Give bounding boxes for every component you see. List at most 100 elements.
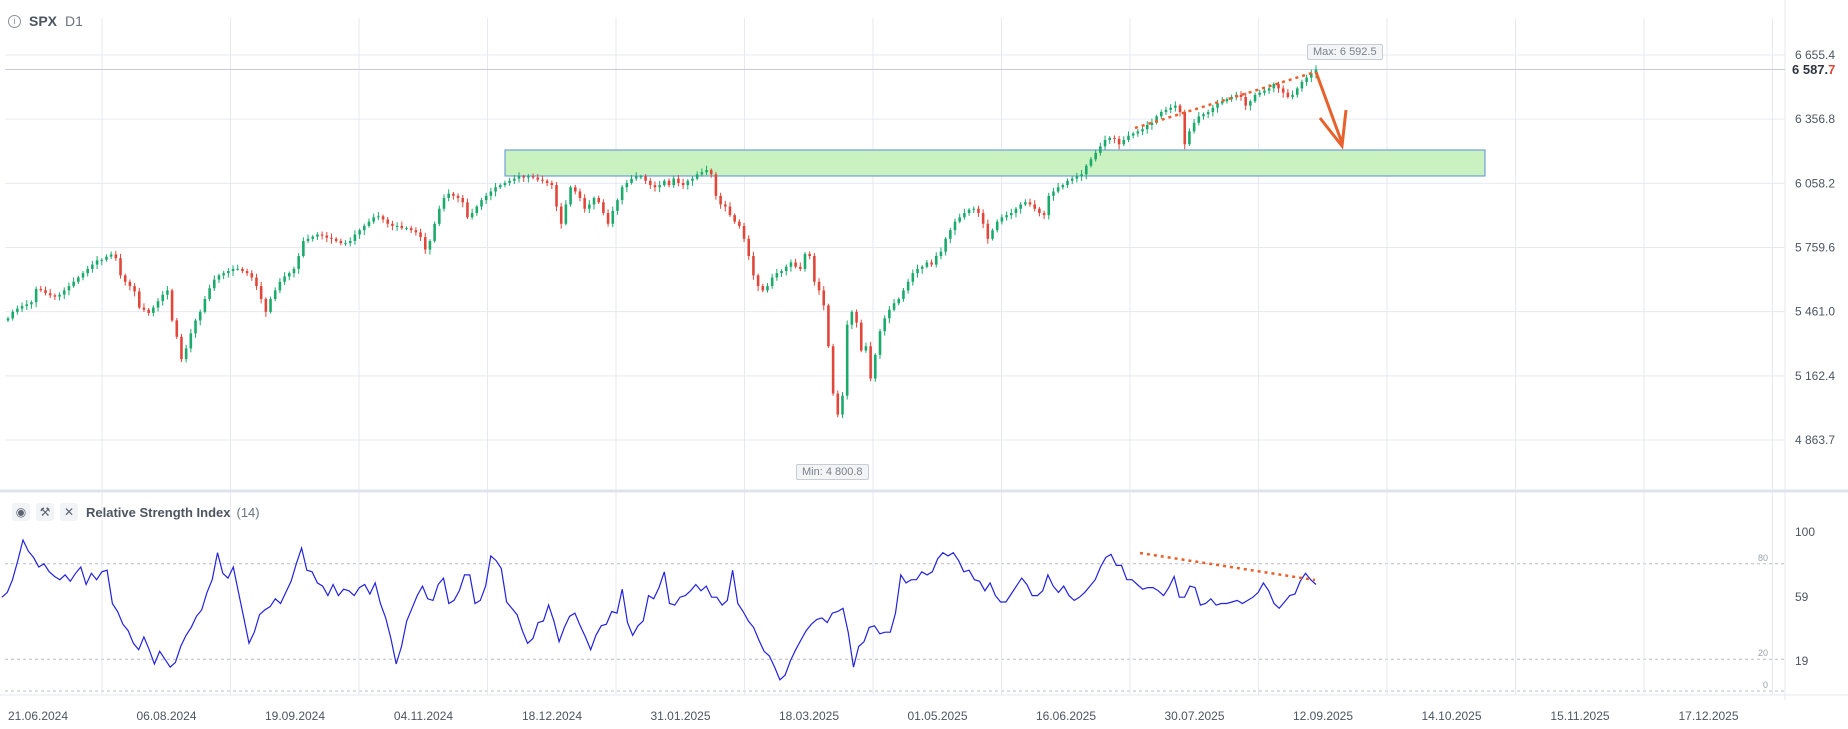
candle-body: [859, 322, 863, 351]
candle-body: [1000, 217, 1004, 222]
info-icon[interactable]: i: [8, 14, 21, 28]
candle-body: [934, 255, 938, 265]
candle-body: [1305, 77, 1308, 82]
date-tick-label: 30.07.2025: [1164, 709, 1224, 723]
candle-body: [1244, 96, 1247, 106]
candle-body: [1061, 185, 1065, 188]
candle-body: [770, 277, 774, 287]
close-icon[interactable]: ✕: [60, 503, 78, 521]
candle-body: [34, 288, 38, 303]
candle-body: [522, 176, 525, 178]
candle-body: [292, 268, 296, 274]
candle-body: [217, 275, 221, 280]
date-tick-label: 31.01.2025: [650, 709, 710, 723]
candle-body: [241, 268, 244, 272]
candle-body: [1188, 131, 1191, 145]
candle-body: [892, 303, 896, 310]
candle-body: [1220, 101, 1224, 104]
candle-body: [1009, 213, 1013, 216]
eye-icon[interactable]: ◉: [12, 503, 30, 521]
candle-body: [58, 294, 61, 297]
candle-body: [62, 290, 66, 295]
candle-body: [517, 176, 521, 179]
candle-body: [949, 230, 952, 239]
symbol-header: i SPX D1: [8, 13, 83, 29]
candle-body: [1211, 107, 1215, 113]
candle-body: [1310, 73, 1313, 78]
candle-body: [1216, 103, 1219, 108]
candle-body: [353, 234, 357, 241]
candle-body: [738, 221, 741, 226]
candle-body: [498, 185, 502, 188]
candle-body: [1136, 131, 1140, 134]
candle-body: [311, 236, 315, 239]
candle-body: [1314, 69, 1318, 74]
candle-body: [808, 253, 811, 256]
date-tick-label: 17.12.2025: [1678, 709, 1738, 723]
candle-body: [864, 346, 868, 351]
candle-body: [1047, 195, 1051, 216]
candle-body: [897, 298, 901, 304]
candle-body: [109, 254, 113, 257]
candle-body: [953, 221, 957, 231]
rsi-level-label: 20: [1758, 648, 1768, 658]
annotations[interactable]: [1134, 70, 1348, 582]
candle-body: [508, 180, 511, 183]
candle-body: [250, 273, 254, 278]
candle-body: [25, 304, 29, 307]
candle-body: [264, 298, 268, 312]
candle-body: [77, 277, 80, 282]
candle-body: [681, 182, 685, 186]
candle-body: [1131, 133, 1135, 136]
candle-body: [494, 187, 497, 192]
min-label: Min: 4 800.8: [796, 464, 869, 480]
last-price-tail: 7: [1828, 62, 1836, 77]
candle-body: [1295, 88, 1299, 95]
price-tick-label: 6 356.8: [1795, 112, 1835, 126]
support-zone[interactable]: [504, 149, 1486, 177]
candle-body: [784, 266, 788, 272]
candle-body: [1164, 109, 1168, 113]
date-tick-label: 14.10.2025: [1421, 709, 1481, 723]
candle-body: [297, 255, 300, 269]
candle-body: [194, 320, 197, 334]
candle-body: [888, 309, 891, 319]
candle-body: [189, 333, 193, 349]
price-tick-label: 5 461.0: [1795, 305, 1835, 319]
candle-body: [916, 268, 919, 274]
candle-body: [20, 306, 24, 309]
candle-body: [545, 180, 549, 183]
candle-body: [30, 302, 33, 305]
candle-body: [1160, 112, 1163, 117]
down-arrow: [1314, 71, 1344, 144]
candle-body: [1113, 137, 1116, 139]
candle-body: [147, 309, 150, 313]
symbol-label[interactable]: SPX: [29, 13, 58, 29]
candle-body: [231, 268, 235, 272]
candle-body: [986, 223, 990, 239]
candle-body: [911, 273, 915, 282]
rsi-level-label: 0: [1763, 680, 1768, 690]
candle-body: [236, 268, 240, 270]
timeframe-label[interactable]: D1: [65, 13, 83, 29]
candle-body: [278, 281, 282, 291]
wrench-icon[interactable]: ⚒: [36, 503, 54, 521]
candle-body: [1084, 165, 1088, 175]
candle-body: [128, 281, 132, 287]
candle-body: [461, 197, 465, 203]
date-tick-label: 04.11.2024: [394, 709, 453, 723]
candle-body: [794, 262, 797, 267]
candle-body: [606, 213, 610, 224]
candle-body: [81, 273, 85, 278]
candle-body: [775, 273, 779, 278]
candle-body: [925, 262, 929, 267]
candle-body: [16, 308, 19, 312]
candle-body: [95, 260, 99, 265]
candle-body: [1225, 99, 1229, 102]
candle-body: [114, 254, 118, 259]
candle-body: [1042, 213, 1046, 216]
candle-body: [733, 215, 736, 222]
candle-body: [1183, 112, 1187, 145]
date-tick-label: 16.06.2025: [1036, 709, 1096, 723]
